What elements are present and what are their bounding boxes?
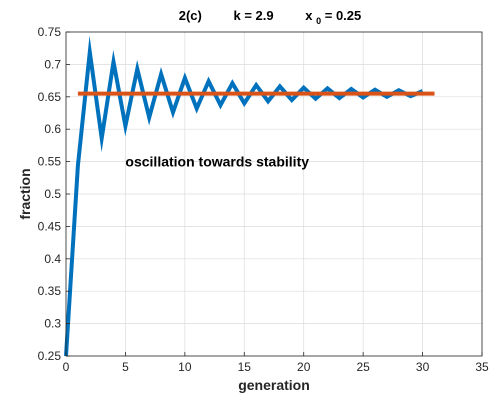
y-tick-label: 0.55 [38,155,62,169]
y-tick-label: 0.3 [44,317,61,331]
annotation-text: oscillation towards stability [125,154,309,170]
chart-title: 2(c) k = 2.9 x 0 = 0.25 [179,8,362,27]
x-tick-label: 10 [178,360,192,374]
y-tick-label: 0.35 [38,284,62,298]
x-tick-label: 5 [122,360,129,374]
y-tick-label: 0.45 [38,219,62,233]
x-tick-label: 30 [416,360,430,374]
title-label: 2(c) [179,8,202,23]
y-tick-label: 0.6 [44,122,61,136]
x-tick-label: 25 [356,360,370,374]
y-tick-label: 0.5 [44,187,61,201]
y-tick-label: 0.7 [44,57,61,71]
y-axis-label: fraction [17,168,33,219]
series-line-1 [64,35,424,357]
y-tick-label: 0.4 [44,252,61,266]
title-x0-value: = 0.25 [325,8,362,23]
x-tick-label: 15 [238,360,252,374]
ticks: 0 5 10 15 20 25 30 35 0.25 0.3 0.35 0.4 0.45 0.5 0.55 0… [38,25,489,374]
title-x0-sub: 0 [316,16,321,26]
title-k: k = 2.9 [233,8,273,23]
y-tick-label: 0.65 [38,90,62,104]
y-tick-label: 0.25 [38,349,62,363]
x-tick-label: 20 [297,360,311,374]
x-tick-label: 0 [63,360,70,374]
series-layer [64,35,435,357]
x-axis-label: generation [238,377,310,393]
x-tick-label: 35 [475,360,489,374]
y-tick-label: 0.75 [38,25,62,39]
title-x0-var: x [305,8,313,23]
